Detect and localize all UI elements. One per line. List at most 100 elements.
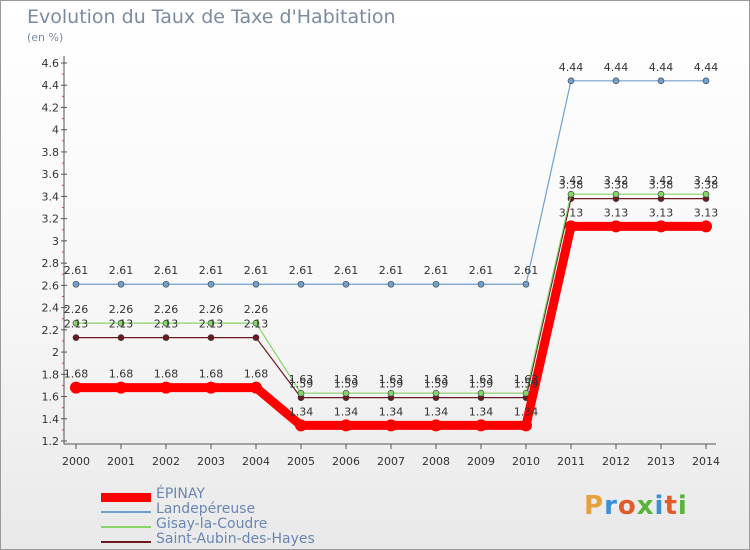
data-label: 2.13 <box>199 318 224 331</box>
data-label: 3.38 <box>694 179 719 192</box>
legend-swatch <box>101 541 151 543</box>
y-tick-label: 1.4 <box>42 413 60 426</box>
data-point <box>162 280 170 288</box>
logo-letter: P <box>584 491 605 521</box>
data-label: 2.61 <box>469 264 494 277</box>
data-label: 3.13 <box>694 206 719 219</box>
data-label: 4.44 <box>694 61 719 74</box>
x-tick-label: 2002 <box>152 455 180 468</box>
x-tick-label: 2013 <box>647 455 675 468</box>
data-label: 2.61 <box>379 264 404 277</box>
x-tick-label: 2000 <box>62 455 90 468</box>
data-label: 2.61 <box>199 264 224 277</box>
data-label: 1.63 <box>379 373 404 386</box>
data-point <box>207 334 215 341</box>
logo-letter: t <box>664 491 678 521</box>
data-label: 2.61 <box>154 264 179 277</box>
data-point <box>340 419 352 432</box>
data-label: 2.26 <box>199 303 224 316</box>
legend-label: Gisay-la-Coudre <box>156 516 268 532</box>
data-point <box>70 381 82 394</box>
data-label: 2.26 <box>154 303 179 316</box>
data-label: 3.42 <box>559 174 584 187</box>
data-point <box>612 77 620 85</box>
chart-title: Evolution du Taux de Taxe d'Habitation <box>27 6 396 28</box>
y-tick-label: 1.6 <box>42 391 60 404</box>
data-label: 3.42 <box>604 174 629 187</box>
data-label: 2.61 <box>244 264 269 277</box>
data-point <box>297 389 305 397</box>
data-label: 2.26 <box>64 303 89 316</box>
logo-letter: o <box>617 491 637 521</box>
data-point <box>72 334 80 341</box>
data-point <box>117 319 125 327</box>
data-label: 2.61 <box>514 264 539 277</box>
data-point <box>475 419 487 432</box>
data-point <box>117 280 125 288</box>
data-point <box>430 419 442 432</box>
data-point <box>205 381 217 394</box>
data-point <box>432 389 440 397</box>
y-tick-label: 2 <box>52 346 59 359</box>
data-point <box>520 419 532 432</box>
data-point <box>387 280 395 288</box>
data-label: 2.13 <box>109 318 134 331</box>
data-label: 2.61 <box>424 264 449 277</box>
data-label: 3.38 <box>559 179 584 192</box>
y-tick-label: 1.8 <box>42 368 60 381</box>
data-label: 2.13 <box>154 318 179 331</box>
x-tick-label: 2011 <box>557 455 585 468</box>
data-point <box>117 334 125 341</box>
y-tick-label: 2.6 <box>42 279 60 292</box>
data-point <box>610 220 622 233</box>
data-label: 3.13 <box>649 206 674 219</box>
data-point <box>297 280 305 288</box>
data-label: 1.34 <box>289 405 314 418</box>
x-tick-label: 2004 <box>242 455 270 468</box>
data-point <box>477 389 485 397</box>
y-tick-label: 3 <box>52 235 59 248</box>
y-tick-label: 3.6 <box>42 168 60 181</box>
data-point <box>342 280 350 288</box>
y-tick-label: 4 <box>52 124 59 137</box>
data-label: 1.68 <box>244 368 269 381</box>
data-point <box>702 77 710 85</box>
data-point <box>207 319 215 327</box>
data-point <box>702 190 710 198</box>
data-label: 1.59 <box>289 378 314 391</box>
proxiti-logo[interactable]: Proxiti <box>584 491 688 521</box>
y-tick-label: 3.2 <box>42 213 60 226</box>
data-label: 2.61 <box>64 264 89 277</box>
data-point <box>565 220 577 233</box>
data-label: 1.63 <box>424 373 449 386</box>
y-tick-label: 2.2 <box>42 324 60 337</box>
data-point <box>160 381 172 394</box>
data-label: 3.38 <box>604 179 629 192</box>
data-label: 1.68 <box>199 368 224 381</box>
x-tick-label: 2014 <box>692 455 720 468</box>
data-label: 1.59 <box>379 378 404 391</box>
data-label: 3.42 <box>649 174 674 187</box>
data-label: 4.44 <box>559 61 584 74</box>
data-label: 1.59 <box>424 378 449 391</box>
data-point <box>657 77 665 85</box>
data-label: 2.61 <box>109 264 134 277</box>
data-point <box>207 280 215 288</box>
legend-swatch <box>101 526 151 528</box>
data-point <box>162 319 170 327</box>
data-label: 3.13 <box>559 206 584 219</box>
data-point <box>700 220 712 233</box>
data-point <box>567 77 575 85</box>
legend-swatch <box>101 492 151 502</box>
y-tick-label: 4.2 <box>42 101 60 114</box>
data-label: 2.61 <box>289 264 314 277</box>
data-label: 1.34 <box>514 405 539 418</box>
y-tick-label: 4.6 <box>42 57 60 70</box>
y-tick-label: 1.2 <box>42 435 60 448</box>
x-tick-label: 2008 <box>422 455 450 468</box>
data-point <box>250 381 262 394</box>
data-label: 1.68 <box>109 368 134 381</box>
legend-label: Saint-Aubin-des-Hayes <box>156 531 315 547</box>
x-tick-label: 2006 <box>332 455 360 468</box>
